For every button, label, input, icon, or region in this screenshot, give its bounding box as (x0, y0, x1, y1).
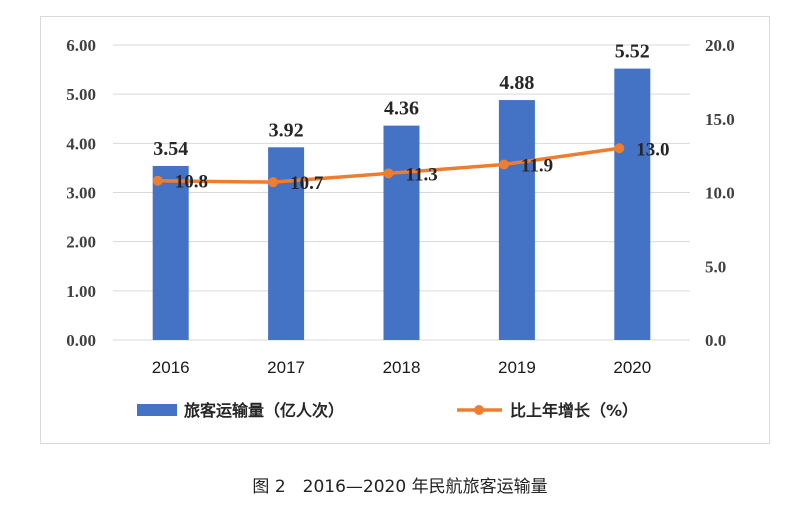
bar (614, 68, 651, 340)
y-right-tick-label: 20.0 (705, 36, 735, 55)
bar-data-label: 4.88 (499, 72, 534, 94)
x-tick-label: 2016 (152, 358, 190, 377)
line-point (383, 168, 394, 179)
bar-data-label: 3.54 (153, 138, 188, 160)
bar (383, 125, 420, 340)
line-point (614, 143, 625, 154)
legend-bar-label: 旅客运输量（亿人次） (184, 401, 344, 420)
y-left-tick-label: 6.00 (66, 36, 96, 55)
y-left-tick-label: 4.00 (66, 134, 96, 153)
y-left-tick-label: 2.00 (66, 233, 96, 252)
y-left-tick-label: 0.00 (66, 331, 96, 350)
line-data-label: 13.0 (636, 139, 669, 160)
y-left-tick-label: 1.00 (66, 282, 96, 301)
line-data-label: 10.8 (175, 172, 208, 193)
legend-line-label: 比上年增长（%） (510, 401, 638, 420)
x-tick-label: 2017 (267, 358, 305, 377)
line-point (268, 177, 279, 188)
y-right-tick-label: 10.0 (705, 184, 735, 203)
y-right-tick-label: 15.0 (705, 110, 735, 129)
bar (152, 165, 189, 340)
y-right-tick-label: 0.0 (705, 331, 726, 350)
x-tick-label: 2019 (498, 358, 536, 377)
legend-bar-swatch (137, 404, 177, 416)
x-tick-label: 2018 (383, 358, 421, 377)
legend-line-marker (474, 405, 484, 415)
bar-data-label: 3.92 (269, 119, 304, 141)
line-point (152, 175, 163, 186)
line-data-label: 10.7 (290, 173, 324, 194)
combo-chart: 0.00 1.00 2.00 3.00 4.00 5.00 6.00 0.0 5.0 10.0 15… (66, 36, 735, 420)
line-point (498, 159, 509, 170)
figure-caption: 图 2 2016—2020 年民航旅客运输量 (252, 477, 548, 497)
bar-data-label: 4.36 (384, 98, 419, 120)
x-tick-label: 2020 (613, 358, 651, 377)
y-right-tick-label: 5.0 (705, 257, 726, 276)
y-left-tick-label: 5.00 (66, 85, 96, 104)
y-left-tick-label: 3.00 (66, 184, 96, 203)
bar (498, 100, 535, 340)
bar-data-label: 5.52 (615, 41, 650, 63)
line-data-label: 11.3 (406, 164, 438, 185)
line-data-label: 11.9 (521, 155, 553, 176)
